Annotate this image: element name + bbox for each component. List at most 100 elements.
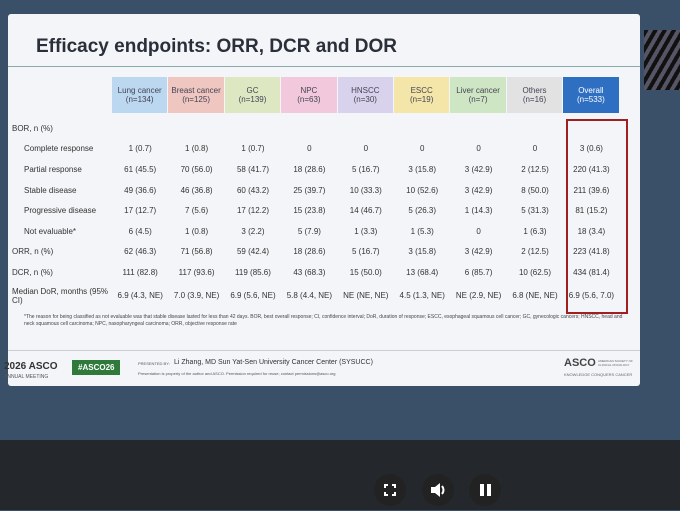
- column-name: NPC: [300, 86, 318, 95]
- cell: 3 (15.8): [408, 247, 436, 257]
- cell: 25 (39.7): [293, 185, 326, 195]
- cell: 18 (3.4): [577, 226, 606, 236]
- highlight-box: [566, 119, 628, 314]
- cell: 6.9 (4.3, NE): [117, 291, 163, 301]
- cell: 6.9 (5.6, 7.0): [568, 291, 615, 301]
- cell: 70 (56.0): [180, 164, 213, 174]
- title: Efficacy endpoints: ORR, DCR and DOR: [36, 36, 398, 57]
- cell: 1 (6.3): [523, 226, 547, 236]
- cell: 1 (0.8): [185, 226, 209, 236]
- cell: NE (NE, NE): [343, 291, 389, 301]
- column-n: (n=16): [522, 95, 547, 104]
- cell: 3 (42.9): [464, 247, 493, 257]
- control-area: [0, 440, 680, 510]
- cell: 18 (28.6): [293, 164, 326, 174]
- row-label: Complete response: [24, 144, 94, 154]
- column-header: GC (n=139): [224, 77, 281, 113]
- row-label: Partial response: [24, 164, 82, 174]
- stripes: [644, 30, 680, 90]
- cell: 5 (16.7): [352, 164, 380, 174]
- column-name: Lung cancer: [117, 86, 162, 95]
- row-label: Median DoR, months (95% CI): [12, 286, 109, 305]
- cell: 111 (82.8): [122, 267, 158, 277]
- cell: 10 (33.3): [349, 185, 382, 195]
- cell: 13 (68.4): [406, 267, 439, 277]
- column-header: Others (n=16): [506, 77, 563, 113]
- column-n: (n=7): [468, 95, 488, 104]
- cell: 1 (0.7): [241, 144, 265, 154]
- column-header: Liver cancer (n=7): [450, 77, 506, 113]
- cell: 119 (85.6): [235, 267, 271, 277]
- footnote: *The reason for being classified as not …: [24, 314, 623, 327]
- cell: 2 (12.5): [521, 164, 549, 174]
- column-n: (n=139): [238, 95, 267, 104]
- presented-by: PRESENTED BY:: [138, 361, 170, 366]
- cell: 14 (46.7): [349, 206, 382, 216]
- cell: 434 (81.4): [573, 267, 610, 277]
- cell: 10 (52.6): [406, 185, 439, 195]
- divider: [8, 66, 640, 67]
- cell: 7 (5.6): [185, 206, 209, 216]
- cell: 60 (43.2): [236, 185, 269, 195]
- cell: 8 (50.0): [521, 185, 549, 195]
- column-n: (n=533): [576, 95, 605, 104]
- cell: 7.0 (3.9, NE): [173, 291, 220, 301]
- cell: 61 (45.5): [124, 164, 157, 174]
- cell: 1 (3.3): [354, 226, 378, 236]
- cell: 1 (5.3): [410, 226, 434, 236]
- column-n: (n=19): [410, 95, 434, 104]
- column-name: GC: [246, 86, 259, 95]
- cell: 62 (46.3): [124, 247, 157, 257]
- pause-button[interactable]: [469, 474, 501, 506]
- fullscreen-button[interactable]: [374, 474, 406, 506]
- cell: 0: [476, 226, 481, 236]
- column-header: Overall (n=533): [563, 77, 619, 113]
- volume-button[interactable]: [422, 474, 454, 506]
- row-label: Progressive disease: [24, 206, 97, 216]
- row-label: Not evaluable*: [24, 226, 77, 236]
- cell: 211 (39.6): [573, 185, 610, 195]
- column-name: HNSCC: [351, 86, 380, 95]
- cell: 43 (68.3): [293, 267, 326, 277]
- cell: 1 (0.8): [185, 144, 209, 154]
- cell: 59 (42.4): [236, 247, 269, 257]
- cell: 58 (41.7): [236, 164, 269, 174]
- notice: Presentation is property of the author a…: [138, 371, 336, 376]
- cell: 5.8 (4.4, NE): [286, 291, 333, 301]
- row-label: Stable disease: [24, 185, 77, 195]
- cell: 1 (0.7): [128, 144, 152, 154]
- cell: 6.9 (5.6, NE): [230, 291, 276, 301]
- hashtag: #ASCO26: [72, 360, 121, 375]
- cell: 117 (93.6): [178, 267, 215, 277]
- cell: 6.8 (NE, NE): [512, 291, 558, 301]
- presenter: Li Zhang, MD Sun Yat-Sen University Canc…: [174, 359, 373, 366]
- column-header: ESCC (n=19): [394, 77, 450, 113]
- column-name: ESCC: [410, 86, 433, 95]
- column-name: Breast cancer: [171, 86, 221, 95]
- cell: 0: [532, 144, 538, 154]
- cell: NE (2.9, NE): [455, 291, 502, 301]
- cell: 15 (50.0): [349, 267, 382, 277]
- cell: 17 (12.2): [236, 206, 269, 216]
- cell: 3 (42.9): [464, 164, 493, 174]
- column-header: Lung cancer (n=134): [112, 77, 168, 113]
- meeting-sub: ANNUAL MEETING: [4, 374, 49, 380]
- cell: 10 (62.5): [518, 267, 551, 277]
- cell: 3 (42.9): [464, 185, 493, 195]
- column-header: NPC (n=63): [281, 77, 337, 113]
- cell: 0: [419, 144, 425, 154]
- cell: 3 (2.2): [241, 226, 265, 236]
- cell: 5 (16.7): [352, 247, 380, 257]
- column-n: (n=30): [353, 95, 377, 104]
- cell: 3 (0.6): [579, 144, 603, 154]
- meeting: 2026 ASCO: [4, 361, 58, 372]
- cell: 17 (12.7): [124, 206, 157, 216]
- column-header: Breast cancer (n=125): [168, 77, 224, 113]
- cell: 6 (4.5): [128, 226, 152, 236]
- cell: 49 (36.6): [124, 185, 157, 195]
- cell: 0: [307, 144, 312, 154]
- cell: 0: [363, 144, 369, 154]
- cell: 4.5 (1.3, NE): [399, 291, 445, 301]
- row-label: DCR, n (%): [12, 267, 53, 277]
